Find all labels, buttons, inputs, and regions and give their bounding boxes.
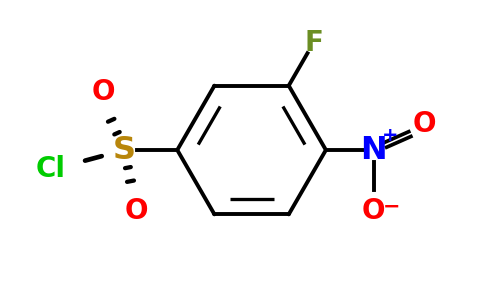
Text: O: O [412,110,436,138]
Text: O: O [362,197,386,225]
Text: +: + [382,126,399,145]
Text: −: − [383,196,401,216]
Text: S: S [113,134,136,166]
Text: F: F [304,29,323,58]
Text: O: O [91,77,115,106]
Text: O: O [125,197,148,225]
Text: Cl: Cl [35,155,65,183]
Text: N: N [361,134,387,166]
